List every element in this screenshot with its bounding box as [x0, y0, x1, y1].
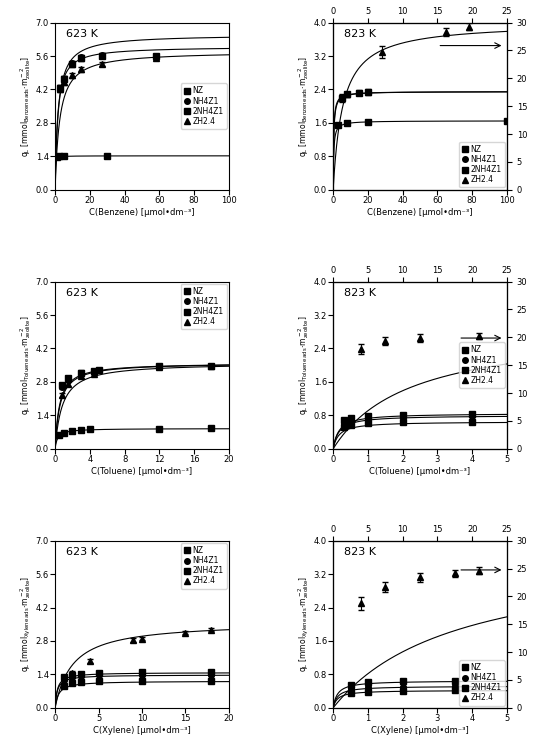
- X-axis label: C(Xylene) [μmol•dm⁻³]: C(Xylene) [μmol•dm⁻³]: [371, 726, 469, 735]
- X-axis label: C(Toluene) [μmol•dm⁻³]: C(Toluene) [μmol•dm⁻³]: [370, 467, 471, 476]
- Legend: NZ, NH4Z1, 2NH4Z1, ZH2.4: NZ, NH4Z1, 2NH4Z1, ZH2.4: [459, 343, 505, 388]
- Y-axis label: q$_{\rm L}$ [mmol$_{\rm Toluene\,ads}$$\cdot$m$^{\rm -2}_{\rm zeolite}$]: q$_{\rm L}$ [mmol$_{\rm Toluene\,ads}$$\…: [18, 316, 33, 415]
- X-axis label: C(Benzene) [μmol•dm⁻³]: C(Benzene) [μmol•dm⁻³]: [368, 208, 473, 217]
- Legend: NZ, NH4Z1, 2NH4Z1, ZH2.4: NZ, NH4Z1, 2NH4Z1, ZH2.4: [459, 142, 505, 187]
- Legend: NZ, NH4Z1, 2NH4Z1, ZH2.4: NZ, NH4Z1, 2NH4Z1, ZH2.4: [459, 660, 505, 706]
- Y-axis label: q$_{\rm L}$ [mmol$_{\rm Benzene\,ads}$$\cdot$m$^{\rm -2}_{\rm zeolite}$]: q$_{\rm L}$ [mmol$_{\rm Benzene\,ads}$$\…: [18, 56, 33, 157]
- X-axis label: C(Benzene) [μmol•dm⁻³]: C(Benzene) [μmol•dm⁻³]: [89, 208, 195, 217]
- Legend: NZ, NH4Z1, 2NH4Z1, ZH2.4: NZ, NH4Z1, 2NH4Z1, ZH2.4: [181, 284, 226, 330]
- Text: 623 K: 623 K: [66, 288, 98, 298]
- Text: 623 K: 623 K: [66, 547, 98, 557]
- X-axis label: C(Xylene) [μmol•dm⁻³]: C(Xylene) [μmol•dm⁻³]: [93, 726, 191, 735]
- Text: 823 K: 823 K: [344, 29, 376, 39]
- X-axis label: C(Toluene) [μmol•dm⁻³]: C(Toluene) [μmol•dm⁻³]: [91, 467, 192, 476]
- Text: 823 K: 823 K: [344, 288, 376, 298]
- Y-axis label: q$_{\rm L}$ [mmol$_{\rm Xylene\,ads}$$\cdot$m$^{\rm -2}_{\rm zeolite}$]: q$_{\rm L}$ [mmol$_{\rm Xylene\,ads}$$\c…: [18, 576, 33, 672]
- Legend: NZ, NH4Z1, 2NH4Z1, ZH2.4: NZ, NH4Z1, 2NH4Z1, ZH2.4: [181, 84, 226, 129]
- Legend: NZ, NH4Z1, 2NH4Z1, ZH2.4: NZ, NH4Z1, 2NH4Z1, ZH2.4: [181, 543, 226, 589]
- Y-axis label: q$_{\rm L}$ [mmol$_{\rm Xylene\,ads}$$\cdot$m$^{\rm -2}_{\rm zeolite}$]: q$_{\rm L}$ [mmol$_{\rm Xylene\,ads}$$\c…: [296, 576, 311, 672]
- Y-axis label: q$_{\rm L}$ [mmol$_{\rm Toluene\,ads}$$\cdot$m$^{\rm -2}_{\rm zeolite}$]: q$_{\rm L}$ [mmol$_{\rm Toluene\,ads}$$\…: [296, 316, 311, 415]
- Y-axis label: q$_{\rm L}$ [mmol$_{\rm Benzene\,ads}$$\cdot$m$^{\rm -2}_{\rm zeolite}$]: q$_{\rm L}$ [mmol$_{\rm Benzene\,ads}$$\…: [296, 56, 311, 157]
- Text: 823 K: 823 K: [344, 547, 376, 557]
- Text: 623 K: 623 K: [66, 29, 98, 39]
